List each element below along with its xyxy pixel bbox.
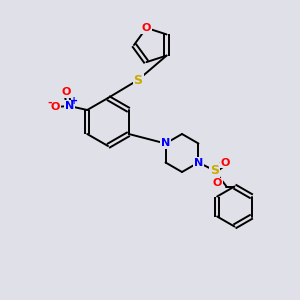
Text: +: +	[70, 96, 78, 106]
Text: O: O	[142, 23, 151, 33]
Text: O: O	[50, 102, 60, 112]
Text: N: N	[161, 139, 170, 148]
Text: -: -	[47, 98, 52, 108]
Text: N: N	[194, 158, 203, 167]
Text: O: O	[221, 158, 230, 167]
Text: N: N	[64, 101, 74, 111]
Text: O: O	[213, 178, 222, 188]
Text: S: S	[210, 164, 219, 177]
Text: O: O	[61, 87, 71, 97]
Text: S: S	[134, 74, 142, 86]
